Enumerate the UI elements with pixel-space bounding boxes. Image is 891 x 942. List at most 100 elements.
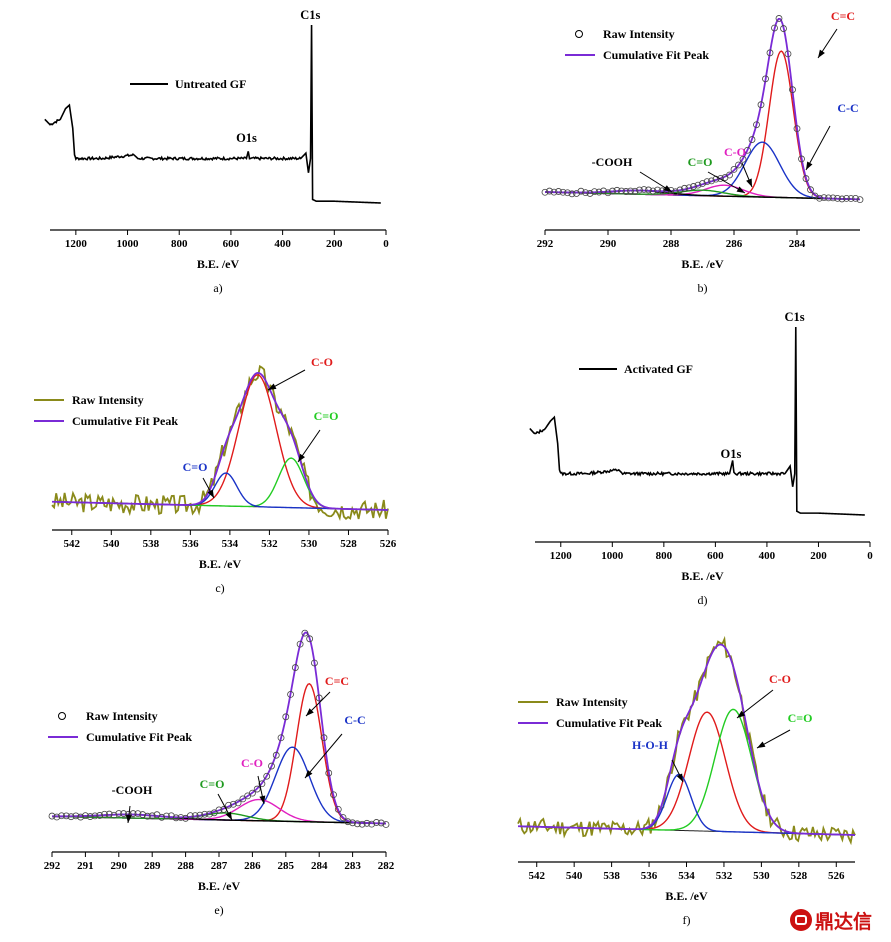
- peak-annotation-label: C-O: [311, 355, 333, 369]
- legend-label: Cumulative Fit Peak: [72, 414, 178, 428]
- peak-annotation-label: C=C: [831, 9, 855, 23]
- x-tick-label: 286: [726, 238, 743, 250]
- peak-annotation-label: C-O: [769, 672, 791, 686]
- peak-annotation-label: C=O: [788, 711, 813, 725]
- peak-annotation-label: C=O: [200, 777, 225, 791]
- annotation-arrow: [305, 691, 331, 717]
- raw-intensity-marker: [301, 629, 309, 637]
- arrow-head: [259, 795, 266, 804]
- fit-peak-co: [517, 711, 856, 836]
- raw-intensity-marker: [139, 811, 147, 818]
- raw-intensity-marker: [595, 188, 603, 196]
- cumulative-fit-line: [517, 643, 856, 836]
- legend-label: Untreated GF: [175, 77, 246, 91]
- x-tick-label: 532: [716, 870, 733, 882]
- survey-line: [529, 326, 865, 516]
- x-axis: 292 290 288 286 284: [537, 229, 860, 250]
- arrow-head: [746, 178, 752, 187]
- raw-intensity-marker: [825, 194, 832, 202]
- raw-intensity-marker: [681, 184, 688, 192]
- x-axis-label: B.E. /eV: [681, 569, 724, 583]
- raw-intensity-marker: [229, 800, 237, 808]
- raw-intensity-marker: [320, 734, 328, 742]
- raw-intensity-marker: [627, 187, 634, 195]
- raw-intensity-marker: [291, 664, 299, 671]
- raw-intensity-marker: [766, 49, 774, 57]
- x-tick-label: 292: [44, 860, 61, 872]
- x-axis-label: B.E. /eV: [681, 257, 724, 271]
- x-axis: 1200 1000 800 600 400 200 0: [50, 229, 389, 250]
- raw-intensity-marker: [201, 810, 209, 818]
- peak-annotation-label: C=O: [183, 460, 208, 474]
- raw-intensity-marker: [546, 187, 553, 195]
- x-tick-label: 200: [810, 550, 827, 562]
- raw-intensity-marker: [577, 187, 585, 195]
- arrow-head: [298, 453, 306, 462]
- raw-intensity-marker: [784, 50, 792, 58]
- raw-intensity-marker: [645, 186, 652, 194]
- arrow-head: [305, 769, 313, 778]
- raw-intensity-marker: [739, 155, 747, 163]
- raw-intensity-marker: [843, 194, 850, 202]
- x-tick-label: 528: [791, 870, 808, 882]
- raw-intensity-marker: [573, 190, 580, 197]
- x-tick-label: 289: [144, 860, 161, 872]
- raw-intensity-marker: [789, 86, 796, 94]
- arrow-head: [225, 811, 232, 820]
- raw-intensity-marker: [847, 195, 855, 202]
- raw-intensity-marker: [210, 809, 218, 817]
- raw-intensity-marker: [730, 166, 738, 173]
- raw-intensity-marker: [658, 187, 666, 195]
- raw-intensity-marker: [591, 188, 598, 195]
- peak-annotation-label: C-O: [724, 145, 746, 159]
- raw-intensity-marker: [856, 196, 864, 204]
- raw-intensity-marker: [631, 187, 639, 195]
- x-tick-label: 1000: [601, 550, 624, 562]
- raw-intensity-marker: [334, 805, 342, 813]
- arrow-head: [663, 185, 672, 192]
- raw-intensity-marker: [86, 813, 94, 820]
- peak-annotation-label: C=C: [325, 674, 349, 688]
- peak-label: O1s: [236, 131, 257, 145]
- raw-intensity-marker: [793, 125, 801, 133]
- raw-intensity-marker: [53, 813, 61, 821]
- raw-intensity-marker: [101, 810, 108, 818]
- x-tick-label: 530: [753, 870, 770, 882]
- raw-intensity-marker: [311, 659, 318, 667]
- legend-label: Cumulative Fit Peak: [603, 48, 709, 62]
- raw-intensity-marker: [177, 814, 185, 821]
- raw-intensity-marker: [541, 188, 549, 196]
- raw-intensity-marker: [148, 812, 156, 820]
- x-tick-label: 530: [301, 538, 318, 550]
- fit-peak-co: [51, 472, 389, 511]
- raw-intensity-marker: [296, 640, 304, 648]
- raw-intensity-marker: [105, 810, 113, 818]
- arrow-head: [736, 186, 745, 193]
- raw-intensity-marker: [829, 194, 837, 202]
- raw-intensity-marker: [834, 194, 841, 202]
- raw-intensity-marker: [282, 713, 290, 721]
- raw-intensity-marker: [115, 810, 123, 817]
- panel-caption: f): [683, 913, 691, 927]
- raw-intensity-marker: [582, 189, 589, 197]
- x-axis-label: B.E. /eV: [665, 889, 708, 903]
- raw-intensity-marker: [377, 819, 385, 827]
- raw-intensity-marker: [306, 635, 314, 643]
- raw-intensity-line: [51, 364, 389, 521]
- raw-intensity-marker: [672, 188, 679, 196]
- raw-intensity-marker: [820, 194, 828, 202]
- raw-intensity-marker: [559, 188, 567, 196]
- legend-marker-circle: [575, 30, 583, 38]
- panel-caption: c): [215, 581, 224, 595]
- x-tick-label: 1000: [117, 238, 140, 250]
- legend-label: Cumulative Fit Peak: [556, 716, 662, 730]
- watermark-text: 鼎达信: [815, 910, 873, 933]
- survey-line: [44, 24, 381, 204]
- raw-intensity-marker: [717, 175, 724, 182]
- raw-intensity-marker: [191, 812, 199, 820]
- raw-intensity-marker: [762, 75, 769, 83]
- peak-annotation-label: -COOH: [592, 155, 633, 169]
- raw-intensity-marker: [239, 795, 247, 803]
- raw-intensity-marker: [373, 819, 380, 826]
